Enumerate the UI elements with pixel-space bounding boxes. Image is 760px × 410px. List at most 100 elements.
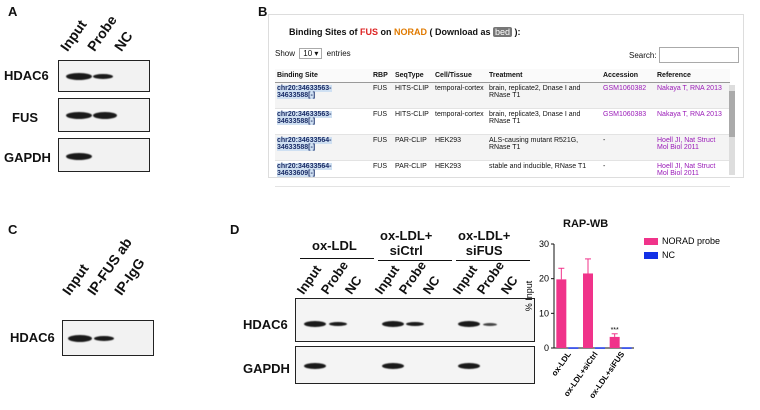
band — [66, 73, 92, 80]
accession-link[interactable]: GSM1060383 — [601, 108, 655, 135]
treatment-cell: brain, replicate2, Dnase I and RNase T1 — [487, 82, 601, 109]
table-row: chr20:34633564-34633588[-] FUS PAR-CLIP … — [275, 134, 730, 161]
download-bed-link[interactable]: bed — [493, 27, 513, 37]
binding-site-cell: chr20:34633563-34633588[-] — [277, 85, 332, 99]
significance-annotation: *** — [611, 327, 619, 334]
col-seqtype[interactable]: SeqType — [393, 69, 433, 83]
y-tick-label: 0 — [544, 343, 549, 353]
search-input[interactable] — [659, 47, 739, 63]
rbp-cell: FUS — [371, 108, 393, 135]
reference-link[interactable]: Hoell JI, Nat Struct Mol Biol 2011 — [655, 134, 730, 161]
blot-d-hdac6 — [295, 298, 535, 342]
panel-label-a: A — [8, 4, 18, 19]
band — [68, 335, 92, 342]
rbp-cell: FUS — [371, 134, 393, 161]
binding-sites-table: Binding Site RBP SeqType Cell/Tissue Tre… — [275, 69, 730, 187]
y-tick-label: 10 — [539, 308, 549, 318]
col-treatment[interactable]: Treatment — [487, 69, 601, 83]
table-header-row: Binding Site RBP SeqType Cell/Tissue Tre… — [275, 69, 730, 83]
rbp-cell: FUS — [371, 82, 393, 109]
cell-tissue-cell: temporal-cortex — [433, 82, 487, 109]
bar — [568, 347, 579, 349]
show-label: Show — [275, 49, 296, 58]
reference-link[interactable]: Nakaya T, RNA 2013 — [655, 82, 730, 109]
band — [304, 363, 326, 369]
legend-swatch — [644, 252, 658, 259]
reference-link[interactable]: Nakaya T, RNA 2013 — [655, 108, 730, 135]
bar — [609, 336, 620, 348]
lane-label-nc: NC — [341, 273, 365, 297]
lane-label-input: Input — [449, 262, 481, 297]
lane-label-input: Input — [371, 262, 403, 297]
y-tick-label: 20 — [539, 274, 549, 284]
group-label-sictrl: ox-LDL+ siCtrl — [380, 228, 433, 258]
row-label-hdac6: HDAC6 — [10, 330, 55, 345]
panel-label-d: D — [230, 222, 240, 237]
group-bracket — [300, 258, 374, 259]
bar — [595, 347, 605, 349]
band — [382, 363, 404, 369]
group-label-sifus: ox-LDL+ siFUS — [458, 228, 511, 258]
group-label-oxldl: ox-LDL — [312, 238, 357, 253]
scrollbar-thumb[interactable] — [729, 91, 735, 137]
legend-label: NORAD probe — [662, 236, 720, 246]
bar — [621, 347, 632, 349]
row-label-gapdh: GAPDH — [243, 361, 290, 376]
col-cell-tissue[interactable]: Cell/Tissue — [433, 69, 487, 83]
band — [458, 363, 480, 369]
seqtype-cell: PAR-CLIP — [393, 134, 433, 161]
entries-select[interactable]: 10 ▾ — [299, 48, 323, 59]
table-row: chr20:34633563-34633588[-] FUS HITS-CLIP… — [275, 82, 730, 109]
lane-label-input: Input — [58, 260, 92, 298]
treatment-cell: ALS-causing mutant R521G, RNase T1 — [487, 134, 601, 161]
bar — [556, 279, 567, 348]
col-reference[interactable]: Reference — [655, 69, 730, 83]
title-suffix: ): — [512, 27, 521, 37]
y-tick-label: 30 — [539, 239, 549, 249]
title-rbp: FUS — [360, 27, 378, 37]
seqtype-cell: PAR-CLIP — [393, 160, 433, 187]
lane-label-nc: NC — [110, 28, 136, 54]
table-scrollbar[interactable] — [729, 85, 735, 175]
blot-a-fus — [58, 98, 150, 132]
binding-site-cell: chr20:34633564-34633588[-] — [277, 137, 332, 151]
table-title: Binding Sites of FUS on NORAD ( Download… — [289, 27, 521, 37]
col-binding-site[interactable]: Binding Site — [275, 69, 371, 83]
cell-tissue-cell: HEK293 — [433, 160, 487, 187]
reference-link[interactable]: Hoell JI, Nat Struct Mol Biol 2011 — [655, 160, 730, 187]
x-tick-label: ox-LDL — [550, 350, 573, 378]
blot-a-gapdh — [58, 138, 150, 172]
treatment-cell: brain, replicate3, Dnase I and RNase T1 — [487, 108, 601, 135]
binding-site-cell: chr20:34633564-34633609[-] — [277, 163, 332, 177]
panel-label-c: C — [8, 222, 18, 237]
bar — [583, 273, 593, 348]
band — [458, 321, 480, 327]
page-length-control: Show 10 ▾ entries — [275, 48, 351, 59]
band — [382, 321, 404, 327]
lane-label-input: Input — [56, 16, 90, 54]
cell-tissue-cell: HEK293 — [433, 134, 487, 161]
band — [93, 112, 117, 119]
group-bracket — [456, 260, 530, 261]
binding-sites-table-panel: Binding Sites of FUS on NORAD ( Download… — [268, 14, 744, 187]
band — [93, 74, 113, 79]
accession-cell: - — [601, 160, 655, 187]
group-bracket — [378, 260, 452, 261]
row-label-hdac6: HDAC6 — [4, 68, 49, 83]
band — [483, 323, 497, 326]
col-accession[interactable]: Accession — [601, 69, 655, 83]
row-label-gapdh: GAPDH — [4, 150, 51, 165]
band — [66, 112, 92, 119]
panel-label-b: B — [258, 4, 268, 19]
row-label-hdac6: HDAC6 — [243, 317, 288, 332]
blot-d-gapdh — [295, 346, 535, 384]
band — [94, 336, 114, 341]
cell-tissue-cell: temporal-cortex — [433, 108, 487, 135]
title-mid: on — [378, 27, 394, 37]
seqtype-cell: HITS-CLIP — [393, 82, 433, 109]
col-rbp[interactable]: RBP — [371, 69, 393, 83]
accession-link[interactable]: GSM1060382 — [601, 82, 655, 109]
title-download: ( Download as — [427, 27, 494, 37]
row-label-fus: FUS — [12, 110, 38, 125]
